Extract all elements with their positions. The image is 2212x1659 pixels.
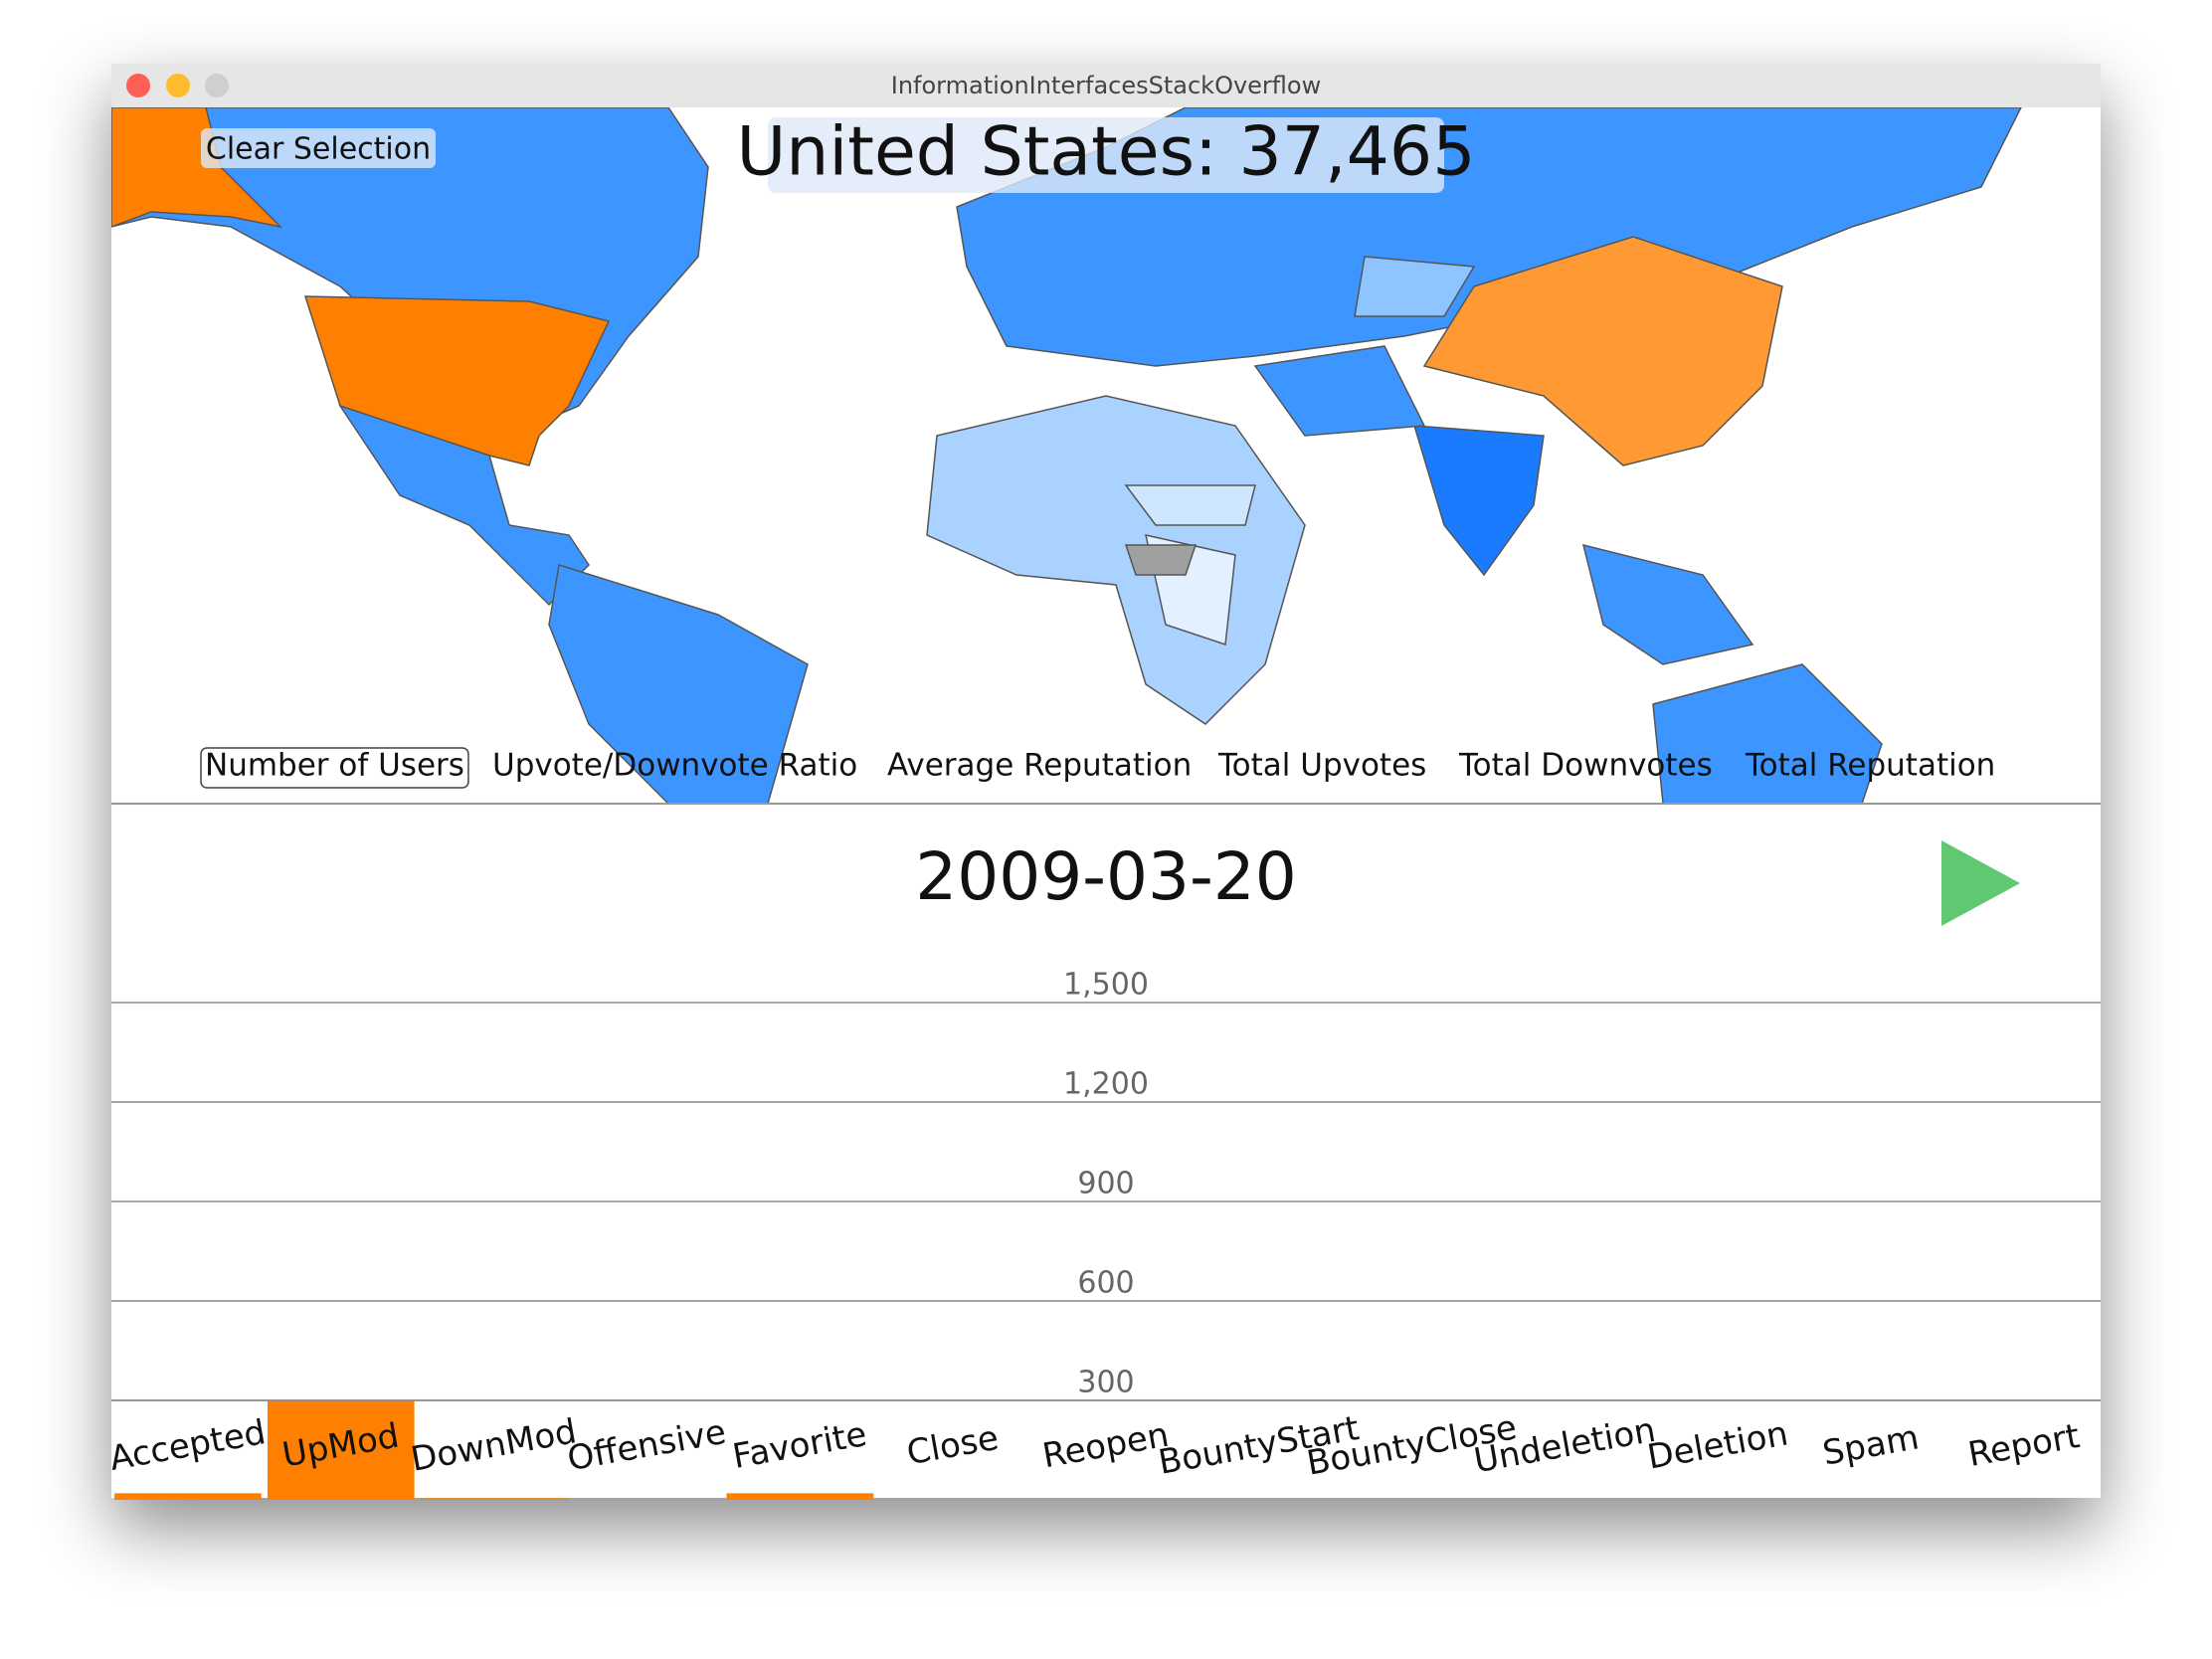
country-no-data[interactable] — [1124, 544, 1198, 576]
date-label: 2009-03-20 — [915, 838, 1297, 915]
y-tick-label: 900 — [1077, 1167, 1134, 1201]
y-tick-label: 1,500 — [1063, 968, 1149, 1003]
selection-box — [768, 117, 1444, 193]
country[interactable] — [1124, 484, 1256, 526]
map — [111, 107, 2022, 804]
country[interactable] — [111, 107, 283, 229]
metric-button[interactable]: Average Reputation — [887, 748, 1192, 784]
play-button[interactable] — [1941, 840, 2020, 926]
metric-selected-frame — [200, 747, 469, 789]
metric-button[interactable]: Number of Users — [205, 748, 464, 784]
country[interactable] — [1354, 256, 1476, 317]
close-button[interactable] — [126, 74, 150, 97]
zoom-button[interactable] — [205, 74, 229, 97]
country[interactable] — [1581, 543, 1754, 665]
bar[interactable] — [114, 1493, 262, 1500]
bar[interactable] — [726, 1493, 874, 1500]
y-tick-label: 300 — [1077, 1366, 1134, 1400]
country[interactable] — [1412, 425, 1545, 577]
clear-selection-button[interactable] — [201, 128, 436, 168]
metric-button[interactable]: Total Upvotes — [1217, 748, 1426, 784]
clear-selection-label: Clear Selection — [206, 132, 431, 167]
country[interactable] — [1422, 236, 1783, 466]
minimize-button[interactable] — [166, 74, 190, 97]
country[interactable] — [1652, 663, 1883, 804]
y-tick-label: 1,200 — [1063, 1067, 1149, 1102]
country[interactable] — [926, 395, 1306, 725]
title-bar — [111, 64, 2101, 107]
metric-buttons: Number of Users Upvote/Downvote Ratio Aver… — [200, 747, 1995, 789]
country[interactable] — [548, 564, 809, 804]
window-title: InformationInterfacesStackOverflow — [891, 72, 1321, 99]
metric-button[interactable]: Total Downvotes — [1458, 748, 1713, 784]
bar[interactable] — [420, 1498, 568, 1500]
country[interactable] — [1253, 345, 1426, 437]
bar[interactable] — [267, 1400, 415, 1500]
country[interactable] — [338, 404, 590, 607]
metric-button[interactable]: Total Reputation — [1745, 748, 1995, 784]
metric-button[interactable]: Upvote/Downvote Ratio — [492, 748, 857, 784]
y-tick-label: 600 — [1077, 1266, 1134, 1301]
selection-label: United States: 37,465 — [737, 113, 1476, 192]
